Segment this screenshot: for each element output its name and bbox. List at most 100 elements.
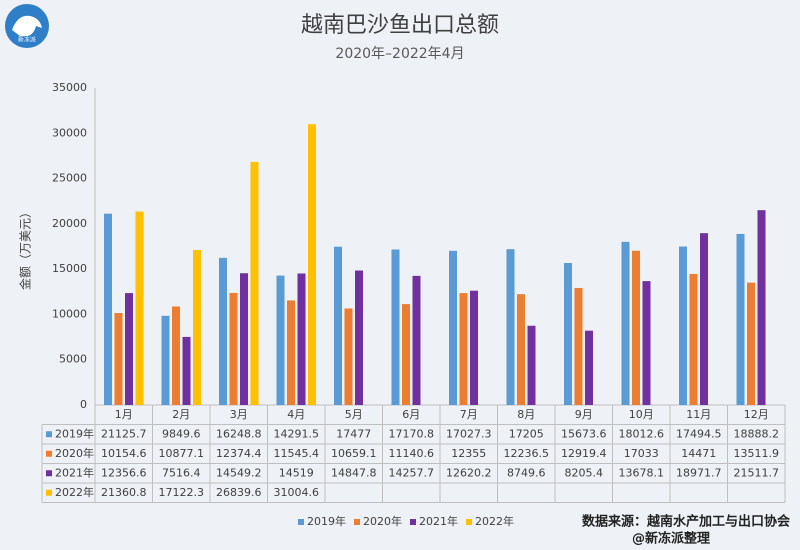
- y-tick-label: 10000: [52, 307, 87, 320]
- table-cell: 21511.7: [734, 466, 780, 479]
- bar: [276, 275, 285, 405]
- bar: [355, 270, 363, 405]
- table-cell: 13511.9: [734, 447, 780, 460]
- bar: [642, 281, 651, 405]
- table-cell: 12355: [451, 447, 486, 460]
- table-cell: 17170.8: [389, 427, 435, 440]
- table-cell: 31004.6: [274, 486, 320, 499]
- table-cell: 17477: [336, 427, 371, 440]
- bar: [250, 161, 259, 405]
- bar: [564, 263, 572, 405]
- bar: [459, 293, 468, 405]
- table-cell: 9849.6: [162, 427, 201, 440]
- y-axis-label: 金额（万美元）: [18, 206, 33, 290]
- bar: [391, 249, 400, 405]
- table-legend-label: 2022年: [55, 485, 94, 499]
- y-tick-label: 5000: [59, 353, 87, 366]
- bar: [344, 308, 353, 405]
- x-tick-label: 12月: [744, 408, 769, 421]
- y-tick-label: 30000: [52, 126, 87, 139]
- x-tick-label: 2月: [172, 408, 190, 421]
- table-cell: 18012.6: [619, 427, 665, 440]
- table-legend-label: 2021年: [55, 465, 94, 479]
- table-cell: 11140.6: [389, 447, 435, 460]
- bar: [506, 249, 515, 405]
- table-cell: 26839.6: [216, 486, 262, 499]
- bar: [689, 273, 698, 405]
- bar: [219, 257, 227, 405]
- table-cell: 21360.8: [101, 486, 147, 499]
- x-tick-label: 8月: [517, 408, 535, 421]
- table-legend-swatch: [46, 431, 52, 438]
- bar: [517, 294, 525, 405]
- table-cell: 14257.7: [389, 466, 435, 479]
- table-cell: 12919.4: [561, 447, 607, 460]
- bar: [125, 293, 133, 405]
- bar: [135, 211, 144, 405]
- bar: [412, 275, 421, 405]
- bar: [574, 287, 583, 405]
- bar: [193, 249, 201, 405]
- y-tick-label: 35000: [52, 81, 87, 94]
- x-tick-label: 10月: [629, 408, 654, 421]
- logo-icon: [12, 15, 42, 36]
- table-cell: 11545.4: [274, 447, 320, 460]
- table-legend-label: 2020年: [55, 446, 94, 460]
- chart-subtitle: 2020年–2022年4月: [335, 46, 464, 62]
- bar: [182, 336, 191, 405]
- bar: [287, 300, 295, 405]
- table-cell: 17027.3: [446, 427, 492, 440]
- bar: [308, 124, 316, 406]
- table-legend-swatch: [46, 489, 52, 496]
- x-tick-label: 9月: [575, 408, 593, 421]
- bar: [334, 246, 342, 405]
- table-cell: 10877.1: [159, 447, 205, 460]
- bar: [240, 273, 248, 405]
- bar: [470, 290, 478, 405]
- bar: [736, 233, 745, 405]
- x-tick-label: 1月: [115, 408, 133, 421]
- table-legend-swatch: [46, 450, 52, 457]
- bar: [757, 210, 766, 405]
- y-tick-label: 0: [80, 398, 87, 411]
- table-cell: 21125.7: [101, 427, 147, 440]
- x-tick-label: 4月: [287, 408, 305, 421]
- legend-label: 2021年: [419, 514, 458, 528]
- bar: [104, 213, 112, 405]
- bar: [700, 233, 708, 405]
- legend-swatch: [298, 519, 304, 525]
- legend-swatch: [410, 519, 416, 525]
- table-cell: 14549.2: [216, 466, 262, 479]
- x-tick-label: 11月: [686, 408, 711, 421]
- bar: [679, 246, 687, 405]
- bar: [229, 292, 238, 405]
- table-cell: 15673.6: [561, 427, 607, 440]
- bar: [747, 282, 755, 405]
- bar: [114, 313, 123, 405]
- table-cell: 17033: [624, 447, 659, 460]
- credit: @新冻派整理: [632, 531, 710, 547]
- x-tick-label: 7月: [460, 408, 478, 421]
- table-cell: 17494.5: [676, 427, 722, 440]
- bar: [632, 250, 640, 405]
- logo-text: 新冻派: [18, 36, 36, 44]
- table-cell: 14471: [681, 447, 716, 460]
- table-cell: 14519: [279, 466, 314, 479]
- table-cell: 13678.1: [619, 466, 665, 479]
- table-cell: 10154.6: [101, 447, 147, 460]
- legend-label: 2019年: [307, 514, 346, 528]
- table-cell: 12356.6: [101, 466, 147, 479]
- legend-swatch: [466, 519, 472, 525]
- bar: [585, 330, 593, 405]
- bar: [527, 325, 536, 405]
- table-cell: 14291.5: [274, 427, 320, 440]
- y-tick-label: 25000: [52, 172, 87, 185]
- table-legend-swatch: [46, 470, 52, 477]
- table-cell: 14847.8: [331, 466, 377, 479]
- table-cell: 18888.2: [734, 427, 780, 440]
- table-legend-label: 2019年: [55, 426, 94, 440]
- legend-label: 2022年: [475, 514, 514, 528]
- legend-swatch: [354, 519, 360, 525]
- table-cell: 12374.4: [216, 447, 262, 460]
